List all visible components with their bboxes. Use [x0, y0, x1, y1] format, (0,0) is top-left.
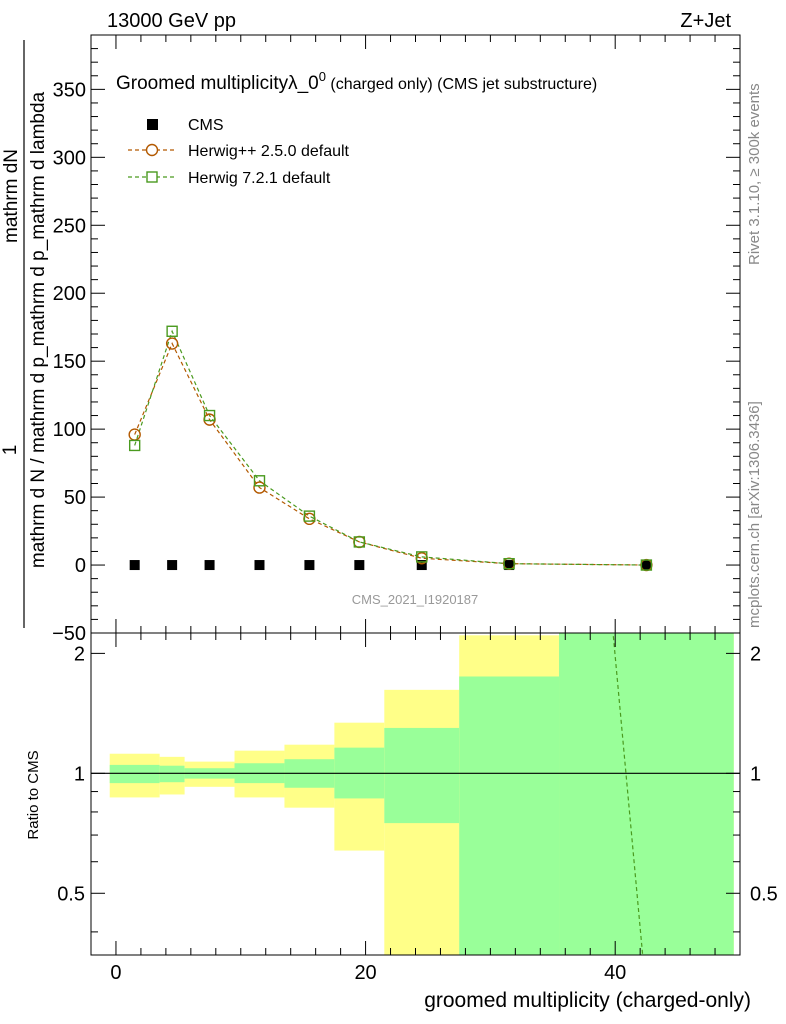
- axes-ticks: [91, 34, 740, 955]
- legend-label-herwig25: Herwig++ 2.5.0 default: [188, 143, 350, 160]
- main-y-tick-label: 50: [64, 487, 86, 509]
- herwig25-point: [303, 512, 316, 526]
- legend-marker-herwig72: [146, 171, 158, 183]
- x-tick-label: 20: [354, 962, 376, 984]
- herwig25-line: [134, 342, 647, 566]
- x-tick-label: 40: [604, 962, 626, 984]
- ratio-band-inner-0: [109, 764, 160, 784]
- herwig72-point: [166, 325, 178, 337]
- main-y-tick-label: 150: [53, 351, 86, 373]
- herwig72-point: [203, 409, 216, 422]
- ratio-lines: [91, 633, 740, 955]
- ratio-y-tick-label-right: 1: [750, 763, 761, 785]
- herwig72-point: [303, 510, 316, 522]
- legend: CMS Herwig++ 2.5.0 default Herwig 7.2.1 …: [128, 117, 350, 187]
- ratio-bands: [109, 633, 734, 955]
- ratio-band-inner-7: [459, 676, 560, 955]
- main-series: [128, 325, 653, 572]
- y-axis-label-numerator: mathrm dN: [1, 149, 22, 243]
- cms-point: [129, 560, 140, 571]
- rivet-label: Rivet 3.1.10, ≥ 300k events: [746, 83, 763, 265]
- tick-labels: −50 0 50 100 150 200 250 300 350 0 20 40 0.5 0.5 1 1 2 2: [52, 79, 778, 984]
- cms-point: [204, 560, 215, 571]
- legend-label-cms: CMS: [188, 117, 224, 134]
- mcplots-label: mcplots.cern.ch [arXiv:1306.3436]: [746, 401, 763, 628]
- ratio-y-tick-label-right: 2: [750, 643, 761, 665]
- main-y-tick-label: 0: [75, 555, 86, 577]
- plot-title: Groomed multiplicityλ_00 (charged only) …: [116, 69, 597, 94]
- herwig72-point: [640, 559, 653, 571]
- cms-point: [354, 560, 365, 571]
- y-axis-label-prefix: 1: [0, 445, 21, 456]
- cms-point: [254, 560, 265, 571]
- cms-point: [304, 560, 315, 571]
- ratio-y-tick-label-left: 2: [74, 643, 85, 665]
- ratio-band-inner-1: [159, 765, 185, 783]
- plot-title-rest: (charged only) (CMS jet substructure): [326, 76, 597, 93]
- legend-marker-cms: [147, 119, 158, 130]
- ratio-y-tick-label-left: 1: [74, 763, 85, 785]
- ratio-band-inner-6: [384, 727, 460, 824]
- process-label: Z+Jet: [680, 10, 731, 32]
- plot-title-main: Groomed multiplicityλ_0: [116, 73, 319, 94]
- energy-label: 13000 GeV pp: [107, 10, 236, 32]
- cms-point: [416, 560, 427, 571]
- main-y-tick-label: 200: [53, 283, 86, 305]
- ratio-frame: [90, 632, 741, 956]
- cms-point: [167, 560, 178, 571]
- main-y-tick-label: 100: [53, 419, 86, 441]
- herwig25-point: [253, 481, 266, 494]
- herwig72-point: [416, 551, 428, 563]
- legend-label-herwig72: Herwig 7.2.1 default: [188, 170, 331, 187]
- cms-point: [641, 560, 652, 571]
- herwig72-line: [134, 329, 647, 566]
- main-y-tick-label: −50: [52, 623, 86, 645]
- main-y-tick-label: 350: [53, 79, 86, 101]
- x-axis-label: groomed multiplicity (charged-only): [424, 989, 751, 1012]
- plot-title-superscript: 0: [319, 69, 326, 84]
- ratio-y-tick-label-left: 0.5: [57, 883, 85, 905]
- herwig25-point: [165, 337, 179, 350]
- x-tick-label: 0: [110, 962, 121, 984]
- main-y-tick-label: 300: [53, 147, 86, 169]
- herwig72-point: [128, 439, 141, 452]
- herwig72-point: [253, 475, 266, 487]
- herwig72-point: [353, 536, 366, 548]
- y-axis-label-denominator: mathrm d N / mathrm d p_mathrm d p_mathr…: [28, 91, 49, 568]
- legend-marker-herwig25: [145, 143, 159, 157]
- cms-point: [504, 560, 515, 571]
- ratio-series-line-0: [612, 633, 644, 955]
- ratio-y-axis-label: Ratio to CMS: [25, 750, 42, 839]
- herwig72-point: [503, 557, 515, 570]
- ratio-band-inner-8: [559, 633, 734, 955]
- analysis-watermark: CMS_2021_I1920187: [352, 592, 479, 607]
- ratio-y-tick-label-right: 0.5: [750, 883, 778, 905]
- main-y-tick-label: 250: [53, 215, 86, 237]
